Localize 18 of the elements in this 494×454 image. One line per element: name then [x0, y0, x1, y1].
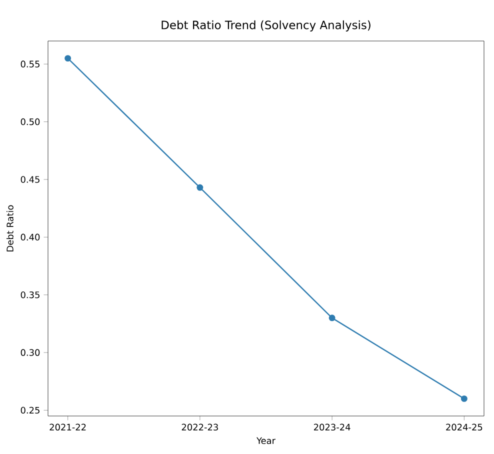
- point: [460, 395, 468, 402]
- y-tick-label: 0.25: [20, 406, 40, 414]
- y-tick-label: 0.40: [20, 234, 40, 241]
- y-axis-title: Debt Ratio: [6, 205, 14, 252]
- x-tick-label: 2024-25: [446, 424, 482, 431]
- y-tick-label: 0.35: [20, 291, 40, 298]
- y-tick-label: 0.45: [20, 176, 40, 183]
- y-tick-label: 0.50: [20, 118, 40, 126]
- x-tick-label: 2023-24: [314, 424, 350, 431]
- point: [328, 314, 336, 322]
- y-tick-label: 0.30: [20, 349, 40, 356]
- x-tick-label: 2021-22: [50, 424, 86, 431]
- chart-title: Debt Ratio Trend (Solvency Analysis): [162, 20, 370, 32]
- point: [64, 55, 72, 62]
- x-axis-title: Year: [256, 437, 276, 444]
- y-tick-label: 0.55: [20, 60, 40, 68]
- point: [196, 184, 204, 191]
- x-tick-label: 2022-23: [182, 424, 218, 431]
